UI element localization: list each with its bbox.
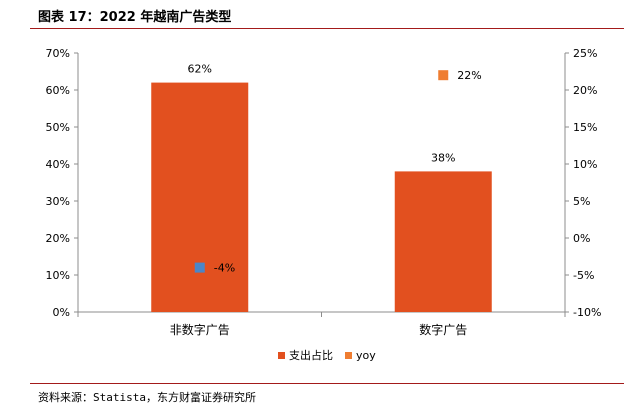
left-tick-label: 40% (46, 158, 70, 171)
right-tick-label: 5% (573, 195, 590, 208)
left-tick-label: 20% (46, 232, 70, 245)
page-title: 图表 17：2022 年越南广告类型 (38, 10, 232, 25)
legend-label-yoy: yoy (356, 349, 376, 362)
right-tick-label: 20% (573, 84, 597, 97)
bar-data-label: 62% (188, 63, 212, 76)
left-tick-label: 50% (46, 121, 70, 134)
yoy-marker (194, 262, 205, 273)
left-tick-label: 60% (46, 84, 70, 97)
bar-data-label: 38% (431, 151, 455, 164)
right-tick-label: 10% (573, 158, 597, 171)
legend-swatch-bar (278, 352, 285, 359)
title-divider (30, 28, 624, 29)
left-tick-label: 0% (53, 306, 70, 319)
right-tick-label: 25% (573, 47, 597, 60)
yoy-data-label: 22% (457, 69, 481, 82)
legend-swatch-yoy (345, 352, 352, 359)
left-tick-label: 10% (46, 269, 70, 282)
left-tick-label: 70% (46, 47, 70, 60)
category-label: 数字广告 (419, 322, 467, 337)
legend-label-bar: 支出占比 (289, 348, 333, 362)
footer-divider (30, 383, 624, 384)
right-tick-label: -5% (573, 269, 594, 282)
yoy-marker (438, 70, 449, 81)
bar (394, 171, 492, 312)
yoy-data-label: -4% (214, 262, 235, 275)
right-tick-label: 15% (573, 121, 597, 134)
right-tick-label: -10% (573, 306, 601, 319)
category-label: 非数字广告 (170, 322, 230, 337)
left-tick-label: 30% (46, 195, 70, 208)
bar (151, 82, 249, 312)
right-tick-label: 0% (573, 232, 590, 245)
source-note: 资料来源：Statista，东方财富证券研究所 (38, 391, 256, 404)
